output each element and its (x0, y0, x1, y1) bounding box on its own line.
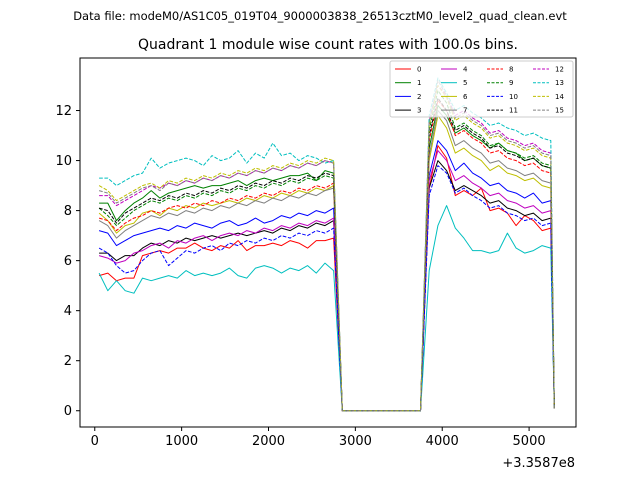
series-line-5 (98, 205, 555, 412)
legend-label-6: 6 (463, 93, 468, 101)
legend-label-4: 4 (463, 66, 468, 74)
series-line-0 (98, 145, 555, 412)
legend-label-8: 8 (509, 66, 513, 74)
x-tick-label: 2000 (252, 434, 285, 449)
series-group (98, 77, 555, 412)
axis-ticks: 0 1000 2000 3000 4000 5000 0 2 4 6 8 10 12 (55, 104, 545, 449)
y-tick-label: 0 (64, 404, 72, 419)
series-line-7 (98, 110, 555, 412)
series-line-3 (99, 160, 555, 412)
x-tick-label: 1000 (165, 434, 198, 449)
x-tick-label: 5000 (513, 434, 546, 449)
series-line-15 (98, 80, 555, 412)
series-line-13 (99, 77, 555, 412)
legend-label-2: 2 (417, 93, 421, 101)
y-tick-label: 12 (55, 104, 72, 119)
x-offset-label: +3.3587e8 (502, 456, 575, 471)
legend-label-5: 5 (463, 79, 467, 87)
legend-label-1: 1 (417, 79, 421, 87)
legend-label-10: 10 (509, 93, 518, 101)
legend-box (389, 60, 574, 118)
legend-label-13: 13 (555, 79, 564, 87)
legend-label-14: 14 (555, 93, 564, 101)
legend-label-9: 9 (509, 79, 513, 87)
legend-label-0: 0 (417, 66, 421, 74)
series-line-4 (98, 150, 555, 412)
series-line-8 (98, 100, 555, 412)
x-tick-label: 4000 (426, 434, 459, 449)
series-line-2 (98, 140, 555, 412)
legend-label-11: 11 (509, 107, 518, 115)
series-line-14 (98, 85, 555, 412)
y-tick-label: 2 (64, 354, 72, 369)
series-line-6 (98, 115, 555, 412)
y-tick-label: 4 (64, 304, 72, 319)
legend-label-3: 3 (417, 107, 421, 115)
legend-label-15: 15 (555, 107, 564, 115)
y-tick-label: 8 (64, 204, 72, 219)
legend-label-7: 7 (463, 107, 467, 115)
series-line-10 (98, 165, 555, 412)
plot-frame (79, 57, 577, 428)
x-tick-label: 0 (91, 434, 99, 449)
y-tick-label: 10 (55, 154, 72, 169)
chart-title: Quadrant 1 module wise count rates with … (138, 37, 518, 53)
series-line-11 (98, 97, 555, 412)
suptitle: Data file: modeM0/AS1C05_019T04_90000038… (73, 9, 567, 23)
series-line-9 (98, 90, 555, 412)
series-line-1 (99, 105, 555, 412)
x-tick-label: 3000 (339, 434, 372, 449)
y-tick-label: 6 (64, 254, 72, 269)
legend-label-12: 12 (555, 66, 564, 74)
